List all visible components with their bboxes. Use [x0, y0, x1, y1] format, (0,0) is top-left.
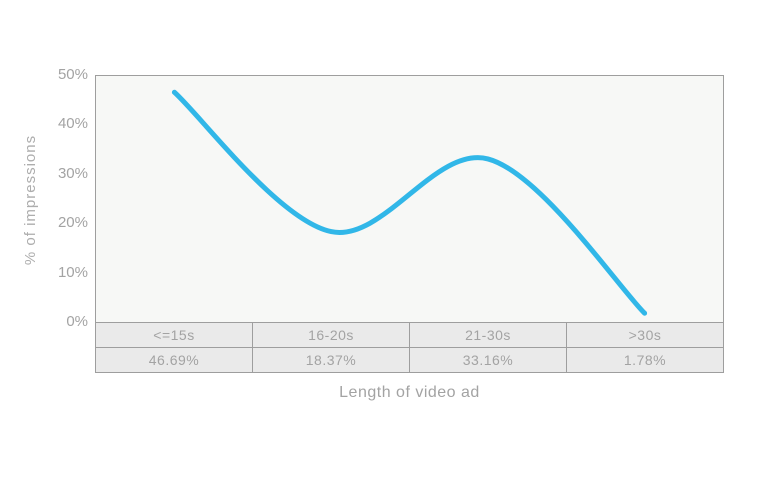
value-cell: 1.78%	[566, 347, 724, 373]
data-table: <=15s 16-20s 21-30s >30s 46.69% 18.37% 33.16% 1…	[95, 322, 724, 373]
y-tick-label: 10%	[57, 263, 88, 281]
category-row: <=15s 16-20s 21-30s >30s	[95, 322, 724, 348]
value-cell: 18.37%	[252, 347, 410, 373]
category-cell: 16-20s	[252, 322, 410, 348]
y-tick-label: 20%	[57, 214, 88, 232]
y-tick-label: 0%	[66, 313, 88, 330]
y-tick-label: 40%	[57, 115, 88, 133]
x-axis-title: Length of video ad	[339, 384, 480, 401]
plot-area	[95, 75, 724, 323]
value-row: 46.69% 18.37% 33.16% 1.78%	[95, 347, 724, 373]
line-chart-svg	[171, 89, 648, 316]
category-cell: >30s	[566, 322, 724, 348]
y-axis-title: % of impressions	[22, 134, 39, 266]
y-tick-label: 50%	[57, 66, 88, 83]
category-cell: 21-30s	[409, 322, 567, 348]
category-cell: <=15s	[95, 322, 253, 348]
value-cell: 46.69%	[95, 347, 253, 373]
impressions-line-path	[171, 89, 648, 316]
value-cell: 33.16%	[409, 347, 567, 373]
y-tick-label: 30%	[57, 164, 88, 182]
